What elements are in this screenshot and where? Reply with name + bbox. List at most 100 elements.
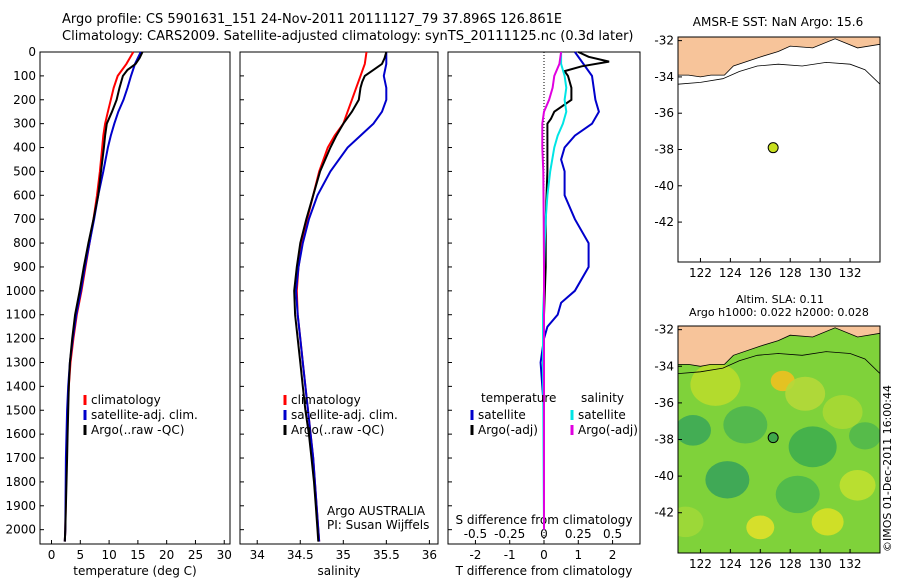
x-axis-label: salinity — [317, 564, 360, 578]
x-tick-label: 35 — [336, 548, 351, 562]
sla-map-title-1: Altim. SLA: 0.11 — [736, 293, 824, 306]
x-tick-label: 2 — [609, 548, 617, 562]
y-tick-label: 600 — [13, 188, 36, 202]
x-tick-label: 34.5 — [287, 548, 314, 562]
x-tick-label: 1 — [574, 548, 582, 562]
series-line-1 — [543, 51, 610, 530]
series-line-1 — [294, 52, 388, 542]
argo-float-marker — [767, 432, 779, 444]
x-tick-label: 25 — [188, 548, 203, 562]
lon-tick-label: 130 — [809, 557, 832, 571]
y-tick-label: 1700 — [5, 451, 36, 465]
lat-tick-label: -34 — [654, 359, 674, 373]
y-tick-label: 200 — [13, 93, 36, 107]
y-tick-label: 1300 — [5, 355, 36, 369]
legend-label: Argo(..raw -QC) — [291, 423, 384, 437]
lat-tick-label: -34 — [654, 70, 674, 84]
x-tick-label: 20 — [159, 548, 174, 562]
sla-anomaly-patch — [785, 376, 826, 411]
sla-anomaly-patch — [678, 506, 704, 538]
lon-tick-label: 122 — [689, 557, 712, 571]
sla-map: -32 -34 -36 -38 -40 -42 122 124 126 128 130 132 — [654, 323, 881, 571]
sla-anomaly-patch — [811, 508, 844, 536]
sla-anomaly-patch — [788, 426, 837, 468]
y-tick-label: 0 — [28, 45, 36, 59]
series-line-2 — [63, 51, 144, 542]
series-line-0 — [63, 51, 135, 542]
lon-tick-label: 128 — [779, 557, 802, 571]
lat-tick-label: -42 — [654, 506, 674, 520]
x-axis-label: T difference from climatology — [455, 564, 633, 578]
x-tick-label: 35.5 — [373, 548, 400, 562]
lat-tick-label: -40 — [654, 469, 674, 483]
panel-temperature: 0100200300400500600700800900100011001200… — [5, 45, 231, 578]
lon-tick-label: 122 — [689, 266, 712, 280]
land-australia — [678, 326, 880, 367]
map-body — [678, 326, 880, 553]
s-diff-tick-label: 0 — [540, 527, 548, 541]
series-line-1 — [63, 51, 142, 542]
x-axis-label: temperature (deg C) — [73, 564, 196, 578]
map-body — [678, 37, 880, 85]
y-tick-label: 300 — [13, 117, 36, 131]
sla-anomaly-patch — [775, 475, 820, 514]
argo-float-marker — [767, 142, 779, 154]
x-tick-label: 0 — [48, 548, 56, 562]
y-tick-label: 500 — [13, 164, 36, 178]
x-tick-label: 0 — [540, 548, 548, 562]
land-australia — [678, 37, 880, 78]
annotation-text: PI: Susan Wijffels — [327, 518, 429, 532]
x-tick-label: 36 — [422, 548, 437, 562]
credit-text: ©IMOS 01-Dec-2011 16:00:44 — [881, 385, 894, 552]
lat-tick-label: -38 — [654, 143, 674, 157]
legend-label: Argo(..raw -QC) — [91, 423, 184, 437]
y-tick-label: 100 — [13, 69, 36, 83]
series-line-0 — [539, 51, 600, 530]
y-tick-label: 1400 — [5, 379, 36, 393]
lat-tick-label: -32 — [654, 323, 674, 337]
s-diff-tick-label: 0.25 — [565, 527, 592, 541]
series-line-0 — [295, 51, 368, 542]
legend-title-temperature: temperature — [481, 391, 556, 405]
y-tick-label: 1600 — [5, 427, 36, 441]
y-tick-label: 400 — [13, 141, 36, 155]
lon-tick-label: 124 — [719, 557, 742, 571]
sla-anomaly-patch — [822, 395, 863, 430]
title-line-1: Argo profile: CS 5901631_151 24-Nov-2011… — [62, 12, 563, 27]
legend-label: climatology — [291, 393, 361, 407]
legend-label: satellite-adj. clim. — [291, 408, 398, 422]
x-tick-label: -2 — [469, 548, 481, 562]
title-line-2: Climatology: CARS2009. Satellite-adjuste… — [62, 29, 634, 44]
x-tick-label: 10 — [101, 548, 116, 562]
lat-tick-label: -32 — [654, 34, 674, 48]
lon-tick-label: 130 — [809, 266, 832, 280]
y-tick-label: 1500 — [5, 403, 36, 417]
s-diff-tick-label: -0.25 — [494, 527, 525, 541]
shelf-contour — [678, 61, 880, 85]
shelf-contour — [678, 351, 880, 374]
legend-label: satellite — [578, 408, 626, 422]
sst-map-title: AMSR-E SST: NaN Argo: 15.6 — [693, 15, 863, 29]
x-tick-label: 34 — [250, 548, 265, 562]
panel-frame — [239, 51, 439, 545]
x-tick-label: 15 — [130, 548, 145, 562]
lon-tick-label: 126 — [749, 557, 772, 571]
sst-map: -32 -34 -36 -38 -40 -42 122 124 126 128 130 132 — [654, 34, 881, 280]
sla-anomaly-patch — [690, 363, 741, 406]
x-tick-label: 30 — [217, 548, 232, 562]
lon-tick-label: 132 — [839, 557, 862, 571]
y-tick-label: 2000 — [5, 523, 36, 537]
sla-anomaly-patch — [705, 461, 750, 499]
lon-tick-label: 126 — [749, 266, 772, 280]
legend-label: Argo(-adj) — [578, 423, 638, 437]
y-tick-label: 700 — [13, 212, 36, 226]
legend-label: Argo(-adj) — [478, 423, 538, 437]
sla-anomaly-patch — [678, 415, 711, 446]
lat-tick-label: -36 — [654, 396, 674, 410]
lat-tick-label: -40 — [654, 179, 674, 193]
sla-anomaly-patch — [746, 515, 775, 540]
panel-frame — [39, 51, 231, 545]
sla-map-title-2: Argo h1000: 0.022 h2000: 0.028 — [689, 306, 869, 319]
lon-tick-label: 132 — [839, 266, 862, 280]
